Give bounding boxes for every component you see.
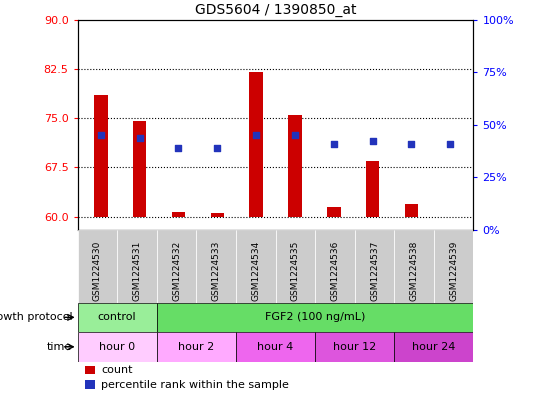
Bar (157, 230, 196, 303)
Bar (236, 332, 315, 362)
Bar (210, 213, 224, 217)
Text: count: count (101, 365, 133, 375)
Text: growth protocol: growth protocol (0, 312, 72, 322)
Bar (94, 95, 108, 217)
Text: time: time (47, 342, 72, 352)
Point (291, 132, 299, 138)
Point (174, 145, 183, 151)
Bar (394, 230, 434, 303)
Point (252, 132, 261, 138)
Text: GSM1224533: GSM1224533 (212, 241, 220, 301)
Text: control: control (98, 312, 136, 322)
Text: hour 0: hour 0 (99, 342, 135, 352)
Bar (157, 303, 473, 332)
Point (407, 141, 416, 148)
Bar (78, 230, 117, 303)
Bar (366, 161, 379, 217)
Text: GSM1224538: GSM1224538 (410, 241, 418, 301)
Point (446, 141, 454, 148)
Bar (78, 303, 157, 332)
Text: GSM1224536: GSM1224536 (331, 241, 339, 301)
Bar (117, 230, 157, 303)
Text: GSM1224535: GSM1224535 (291, 241, 300, 301)
Bar (288, 115, 302, 217)
Point (135, 135, 144, 141)
Text: GSM1224537: GSM1224537 (370, 241, 379, 301)
Bar (249, 72, 263, 217)
Bar (434, 230, 473, 303)
Text: GSM1224534: GSM1224534 (251, 241, 260, 301)
Point (97, 132, 105, 138)
Bar (86, 380, 95, 389)
Text: GSM1224531: GSM1224531 (133, 241, 141, 301)
Text: hour 24: hour 24 (412, 342, 456, 352)
Bar (236, 230, 276, 303)
Point (368, 138, 377, 144)
Point (213, 145, 221, 151)
Bar (315, 332, 394, 362)
Point (330, 141, 338, 148)
Bar (327, 207, 341, 217)
Bar (78, 332, 157, 362)
Bar (172, 211, 185, 217)
Bar (133, 121, 147, 217)
Bar (394, 332, 473, 362)
Bar (86, 366, 95, 375)
Text: GSM1224532: GSM1224532 (172, 241, 181, 301)
Text: GSM1224539: GSM1224539 (449, 241, 458, 301)
Text: FGF2 (100 ng/mL): FGF2 (100 ng/mL) (265, 312, 365, 322)
Bar (355, 230, 394, 303)
Text: GSM1224530: GSM1224530 (93, 241, 102, 301)
Bar (157, 332, 236, 362)
Text: hour 2: hour 2 (178, 342, 215, 352)
Text: hour 4: hour 4 (257, 342, 294, 352)
Bar (404, 204, 418, 217)
Text: hour 12: hour 12 (333, 342, 376, 352)
Bar (315, 230, 355, 303)
Bar (196, 230, 236, 303)
Text: percentile rank within the sample: percentile rank within the sample (101, 380, 289, 389)
Title: GDS5604 / 1390850_at: GDS5604 / 1390850_at (195, 3, 356, 17)
Bar (276, 230, 315, 303)
